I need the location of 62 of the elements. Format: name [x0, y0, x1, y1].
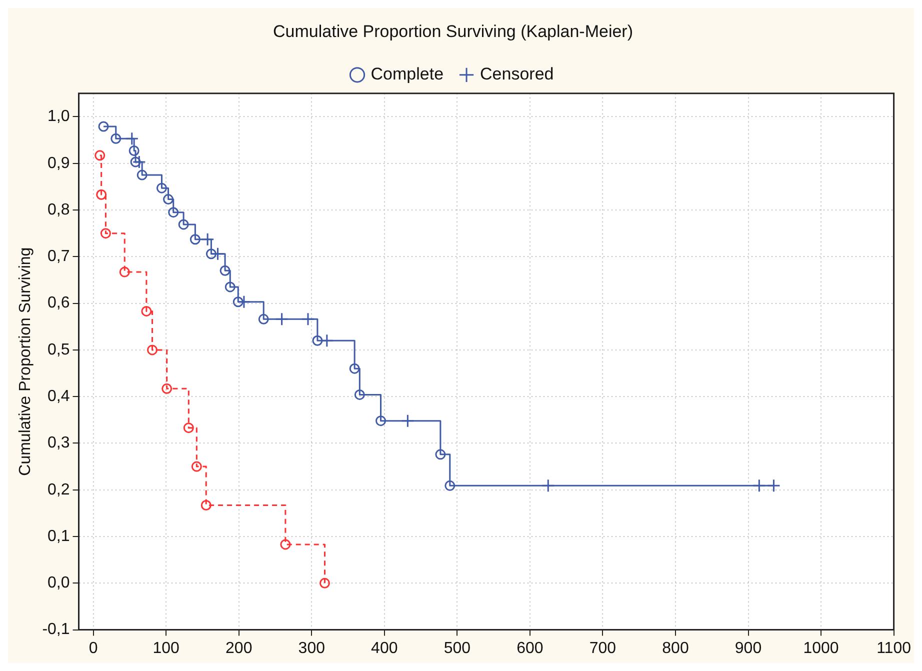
y-tick-label: 0,2	[48, 481, 70, 498]
point	[132, 155, 146, 169]
point	[232, 296, 244, 308]
y-tick-label: 0,3	[48, 434, 70, 452]
point	[162, 383, 172, 394]
point	[183, 422, 194, 434]
y-axis-title: Cumulative Proportion Surviving	[17, 247, 34, 476]
y-tick-label: 0,6	[48, 294, 70, 312]
point	[200, 500, 212, 511]
point	[98, 121, 109, 132]
legend-label: Complete	[370, 64, 444, 84]
point	[168, 207, 179, 218]
point	[147, 344, 158, 356]
point	[224, 282, 236, 292]
point	[312, 335, 323, 346]
x-tick-label: 1000	[803, 640, 839, 657]
point	[191, 461, 202, 472]
legend-label: Censored	[480, 64, 554, 84]
point	[156, 182, 167, 194]
x-tick-label: 400	[371, 640, 398, 657]
point	[280, 539, 291, 550]
y-tick-label: -0,1	[42, 621, 70, 638]
x-tick-label: 0	[88, 640, 98, 657]
x-tick-label: 1100	[876, 640, 912, 657]
point	[376, 416, 386, 426]
point	[136, 170, 148, 180]
point	[258, 314, 269, 324]
y-tick-label: 0,1	[48, 528, 70, 545]
point	[354, 389, 365, 400]
y-tick-label: 0,4	[48, 388, 70, 405]
y-tick-label: 0,0	[48, 574, 70, 592]
x-tick-label: 300	[298, 640, 326, 657]
x-tick-label: 700	[589, 640, 616, 657]
point	[319, 578, 330, 588]
point	[100, 228, 111, 239]
point	[220, 265, 230, 276]
point	[190, 234, 200, 245]
point	[96, 189, 107, 200]
x-tick-label: 200	[226, 640, 252, 657]
point	[163, 194, 174, 205]
y-tick-label: 0,5	[48, 341, 70, 358]
point	[130, 156, 141, 168]
point	[444, 480, 456, 491]
x-tick-label: 500	[444, 640, 471, 657]
x-tick-label: 100	[152, 640, 180, 657]
point	[435, 449, 446, 460]
x-tick-label: 800	[662, 640, 689, 657]
y-tick-label: 0,9	[48, 154, 70, 172]
y-tick-label: 0,8	[48, 201, 70, 218]
y-tick-label: 0,7	[48, 248, 70, 266]
point	[110, 133, 122, 144]
chart-title: Cumulative Proportion Surviving (Kaplan-Meier)	[273, 22, 633, 41]
point	[206, 248, 216, 260]
x-tick-label: 600	[516, 640, 544, 657]
point	[94, 150, 106, 161]
y-tick-label: 1,0	[48, 108, 70, 126]
point	[178, 219, 189, 230]
x-tick-label: 900	[734, 640, 762, 657]
point	[119, 266, 130, 278]
point	[349, 363, 360, 374]
point	[141, 306, 152, 316]
point	[128, 146, 140, 156]
